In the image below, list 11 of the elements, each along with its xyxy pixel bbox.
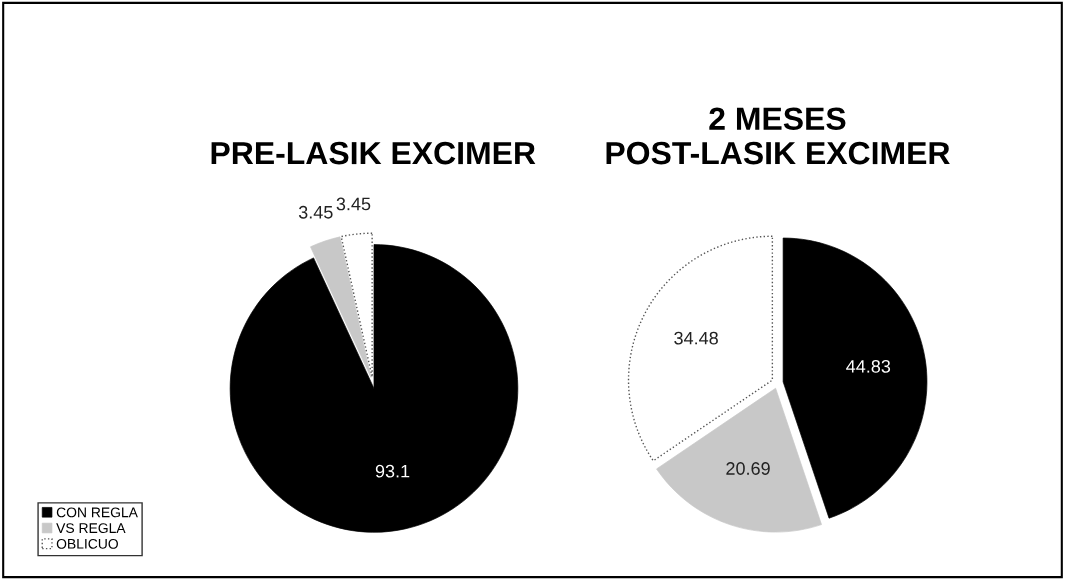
data-label: 34.48	[674, 331, 718, 345]
legend-label: OBLICUO	[56, 538, 118, 549]
chart-title: PRE-LASIK EXCIMER	[211, 141, 536, 165]
data-label: 3.45	[298, 205, 333, 219]
data-label: 20.69	[726, 462, 770, 475]
data-label: 3.45	[336, 197, 371, 211]
legend-label: CON REGLA	[56, 507, 138, 518]
data-label: 93.1	[375, 464, 410, 478]
chart-title: 2 MESES POST-LASIK EXCIMER	[606, 107, 950, 165]
legend-label: VS REGLA	[56, 523, 126, 534]
data-label: 44.83	[846, 359, 891, 373]
